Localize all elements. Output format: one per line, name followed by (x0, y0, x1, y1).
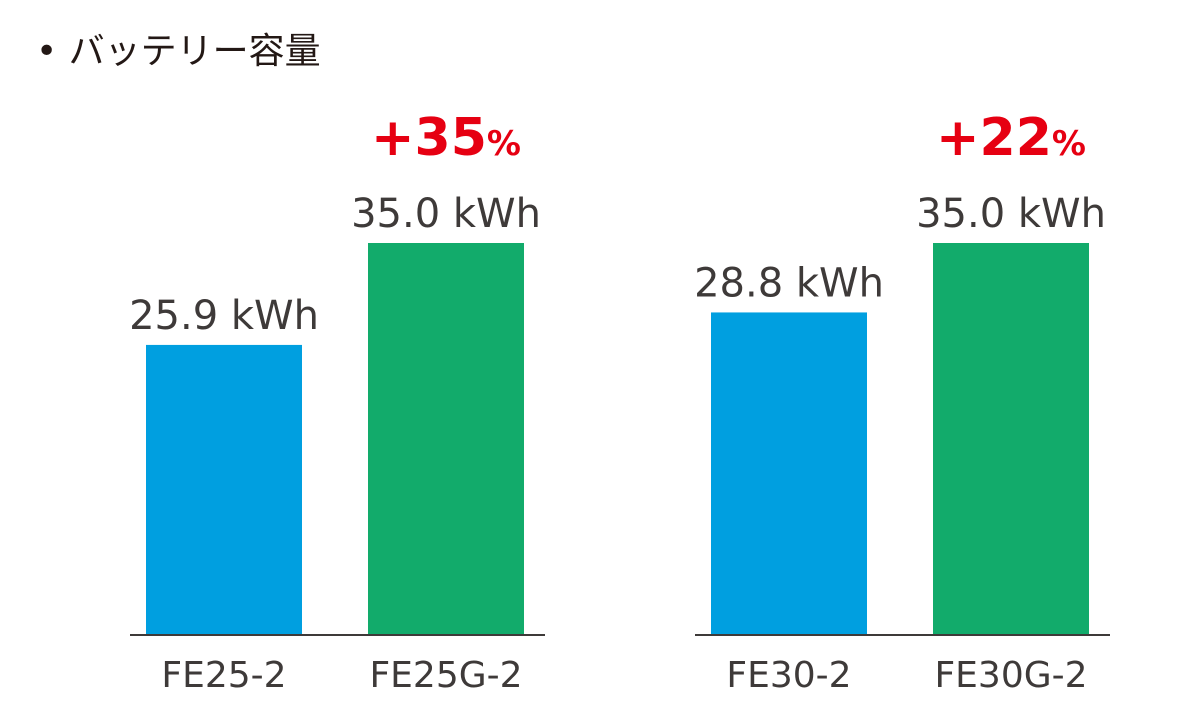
bar-FE25-2 (146, 344, 302, 635)
category-label-FE30G-2: FE30G-2 (934, 655, 1087, 696)
value-label-FE30G-2: 35.0 kWh (916, 191, 1106, 237)
value-label-FE25-2: 25.9 kWh (129, 293, 319, 339)
value-label-FE25G-2: 35.0 kWh (351, 191, 541, 237)
increase-unit: % (487, 124, 521, 164)
chart-panel-1: 25.9 kWh FE25-2 35.0 kWh FE25G-2 +35% (129, 108, 545, 696)
chart-title: • バッテリー容量 (36, 31, 321, 72)
category-label-FE25-2: FE25-2 (161, 655, 286, 696)
increase-value: +35 (371, 108, 487, 168)
increase-annotation: +22% (936, 108, 1086, 168)
increase-value: +22 (936, 108, 1052, 168)
increase-annotation: +35% (371, 108, 521, 168)
bar-FE30-2 (711, 312, 867, 635)
value-label-FE30-2: 28.8 kWh (694, 260, 884, 306)
category-label-FE30-2: FE30-2 (726, 655, 851, 696)
category-label-FE25G-2: FE25G-2 (369, 655, 522, 696)
bar-FE25G-2 (368, 243, 524, 635)
increase-unit: % (1052, 124, 1086, 164)
chart-panel-2: 28.8 kWh FE30-2 35.0 kWh FE30G-2 +22% (694, 108, 1110, 696)
bar-FE30G-2 (933, 243, 1089, 635)
